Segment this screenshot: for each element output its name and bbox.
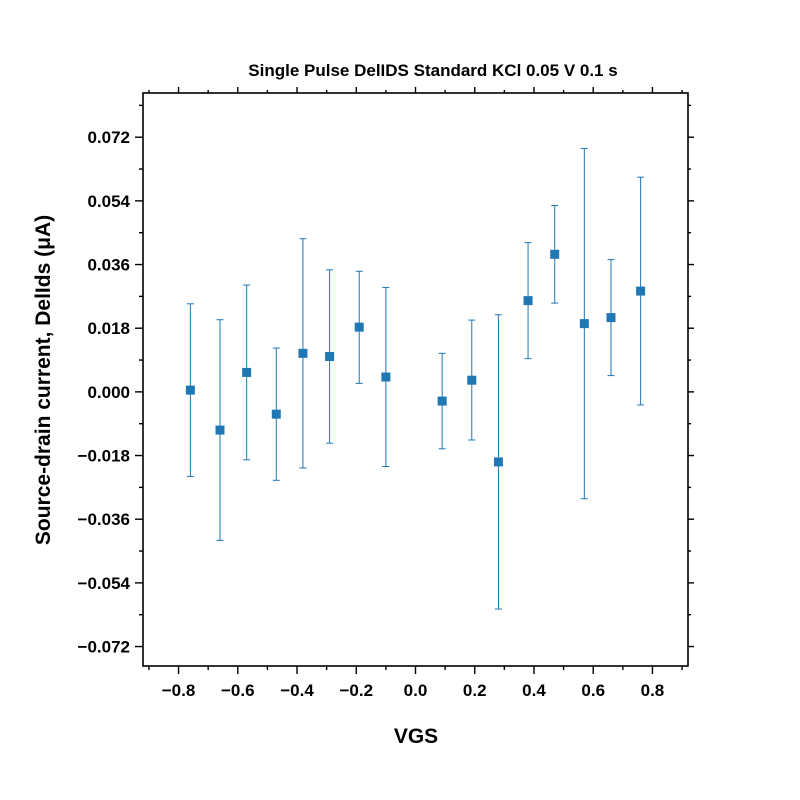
data-point [381,372,391,382]
y-tick-label: 0.018 [87,319,130,338]
data-point [550,249,560,259]
data-point [493,457,503,467]
x-tick-label: −0.8 [162,681,196,700]
y-tick-label: 0.036 [87,256,130,275]
y-tick-label: −0.018 [78,447,130,466]
x-tick-label: 0.0 [404,681,428,700]
data-points [185,249,646,467]
x-tick-label: −0.2 [339,681,373,700]
x-tick-label: 0.6 [581,681,605,700]
y-tick-label: 0.072 [87,128,130,147]
data-point [579,319,589,329]
y-tick-label: 0.054 [87,192,130,211]
data-point [325,352,335,362]
x-tick-label: 0.8 [641,681,665,700]
data-point [298,348,308,358]
data-point [185,385,195,395]
error-bars [186,148,645,610]
x-tick-label: −0.4 [280,681,314,700]
plot-frame [142,92,689,667]
x-tick-labels: −0.8 −0.6 −0.4 −0.2 0.0 0.2 0.4 0.6 0.8 [162,681,665,700]
x-tick-label: 0.4 [522,681,546,700]
axis-ticks [135,87,694,674]
data-point [215,425,225,435]
data-point [271,409,281,419]
x-axis-label: VGS [394,725,438,748]
data-point [242,367,252,377]
x-tick-label: 0.2 [463,681,487,700]
y-tick-label: −0.054 [78,574,131,593]
y-tick-label: −0.072 [78,638,130,657]
data-point [467,375,477,385]
data-point [437,396,447,406]
y-axis-label: Source-drain current, DelIds (μA) [32,215,55,545]
data-point [523,296,533,306]
y-tick-label: −0.036 [78,510,130,529]
data-point [606,313,616,323]
chart-title: Single Pulse DelIDS Standard KCl 0.05 V … [248,61,617,80]
y-tick-label: 0.000 [87,383,130,402]
data-point [636,286,646,296]
data-point [354,322,364,332]
x-tick-label: −0.6 [221,681,255,700]
y-tick-labels: −0.072 −0.054 −0.036 −0.018 0.000 0.018 0.036 0… [78,128,131,656]
